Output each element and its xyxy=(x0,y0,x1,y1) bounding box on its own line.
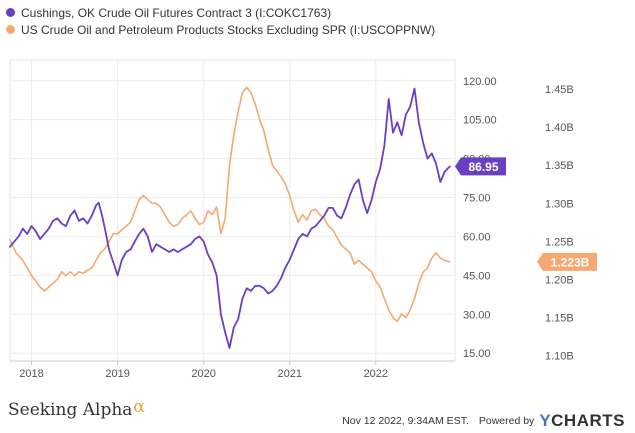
seeking-alpha-logo: Seeking Alpha α xyxy=(8,397,145,420)
x-axis-tick-label: 2019 xyxy=(105,368,129,380)
right-axis-tick-label: 1.30B xyxy=(545,198,574,210)
right-axis-tick-label: 1.25B xyxy=(545,236,574,248)
timestamp: Nov 12 2022, 9:34AM EST. xyxy=(342,415,469,427)
chart-legend: Cushings, OK Crude Oil Futures Contract … xyxy=(6,4,435,38)
right-axis-tick-label: 1.10B xyxy=(545,351,574,363)
alpha-icon: α xyxy=(133,397,145,417)
left-axis-tick-label: 75.00 xyxy=(463,193,491,205)
left-axis-tick-label: 105.00 xyxy=(463,115,497,127)
legend-swatch xyxy=(6,25,15,34)
last-value-label-cushing-bg xyxy=(455,157,506,176)
series-line-crude-stocks xyxy=(9,86,451,323)
right-axis-tick-label: 1.35B xyxy=(545,160,574,172)
last-value-label-stocks-bg xyxy=(537,252,597,271)
powered-by-label: Powered by xyxy=(478,415,535,427)
x-axis-tick-label: 2018 xyxy=(19,368,43,380)
right-axis-tick-label: 1.15B xyxy=(545,313,574,325)
x-axis-tick-label: 2021 xyxy=(277,368,301,380)
left-axis-tick-label: 30.00 xyxy=(463,309,491,321)
series-line-cushing-futures xyxy=(9,87,451,349)
last-value-label-stocks: 1.223B xyxy=(537,252,597,271)
left-axis-tick-label: 45.00 xyxy=(463,270,491,282)
legend-label: US Crude Oil and Petroleum Products Stoc… xyxy=(21,22,436,37)
x-axis-tick-label: 2020 xyxy=(191,368,215,380)
legend-entry-cushing[interactable]: Cushings, OK Crude Oil Futures Contract … xyxy=(6,4,435,21)
left-axis-tick-label: 15.00 xyxy=(463,348,491,360)
right-axis-tick-label: 1.40B xyxy=(545,122,574,134)
last-value-label-cushing-text: 86.95 xyxy=(468,160,498,174)
line-chart: 15.0030.0045.0060.0075.0090.00105.00120.… xyxy=(9,59,597,380)
right-axis-tick-label: 1.20B xyxy=(545,274,574,286)
brand-name: Seeking Alpha xyxy=(8,400,133,420)
legend-label: Cushings, OK Crude Oil Futures Contract … xyxy=(21,5,332,20)
x-axis-tick-label: 2022 xyxy=(364,368,388,380)
footer-attribution: Nov 12 2022, 9:34AM EST. Powered by YCHA… xyxy=(342,411,625,431)
last-value-label-stocks-text: 1.223B xyxy=(551,255,590,269)
ycharts-logo: YCHARTS xyxy=(539,411,625,430)
left-axis-tick-label: 120.00 xyxy=(463,76,497,88)
last-value-label-cushing: 86.95 xyxy=(455,157,506,176)
legend-entry-stocks[interactable]: US Crude Oil and Petroleum Products Stoc… xyxy=(6,21,435,38)
legend-swatch xyxy=(6,8,15,17)
right-axis-tick-label: 1.45B xyxy=(545,84,574,96)
left-axis-tick-label: 60.00 xyxy=(463,231,491,243)
